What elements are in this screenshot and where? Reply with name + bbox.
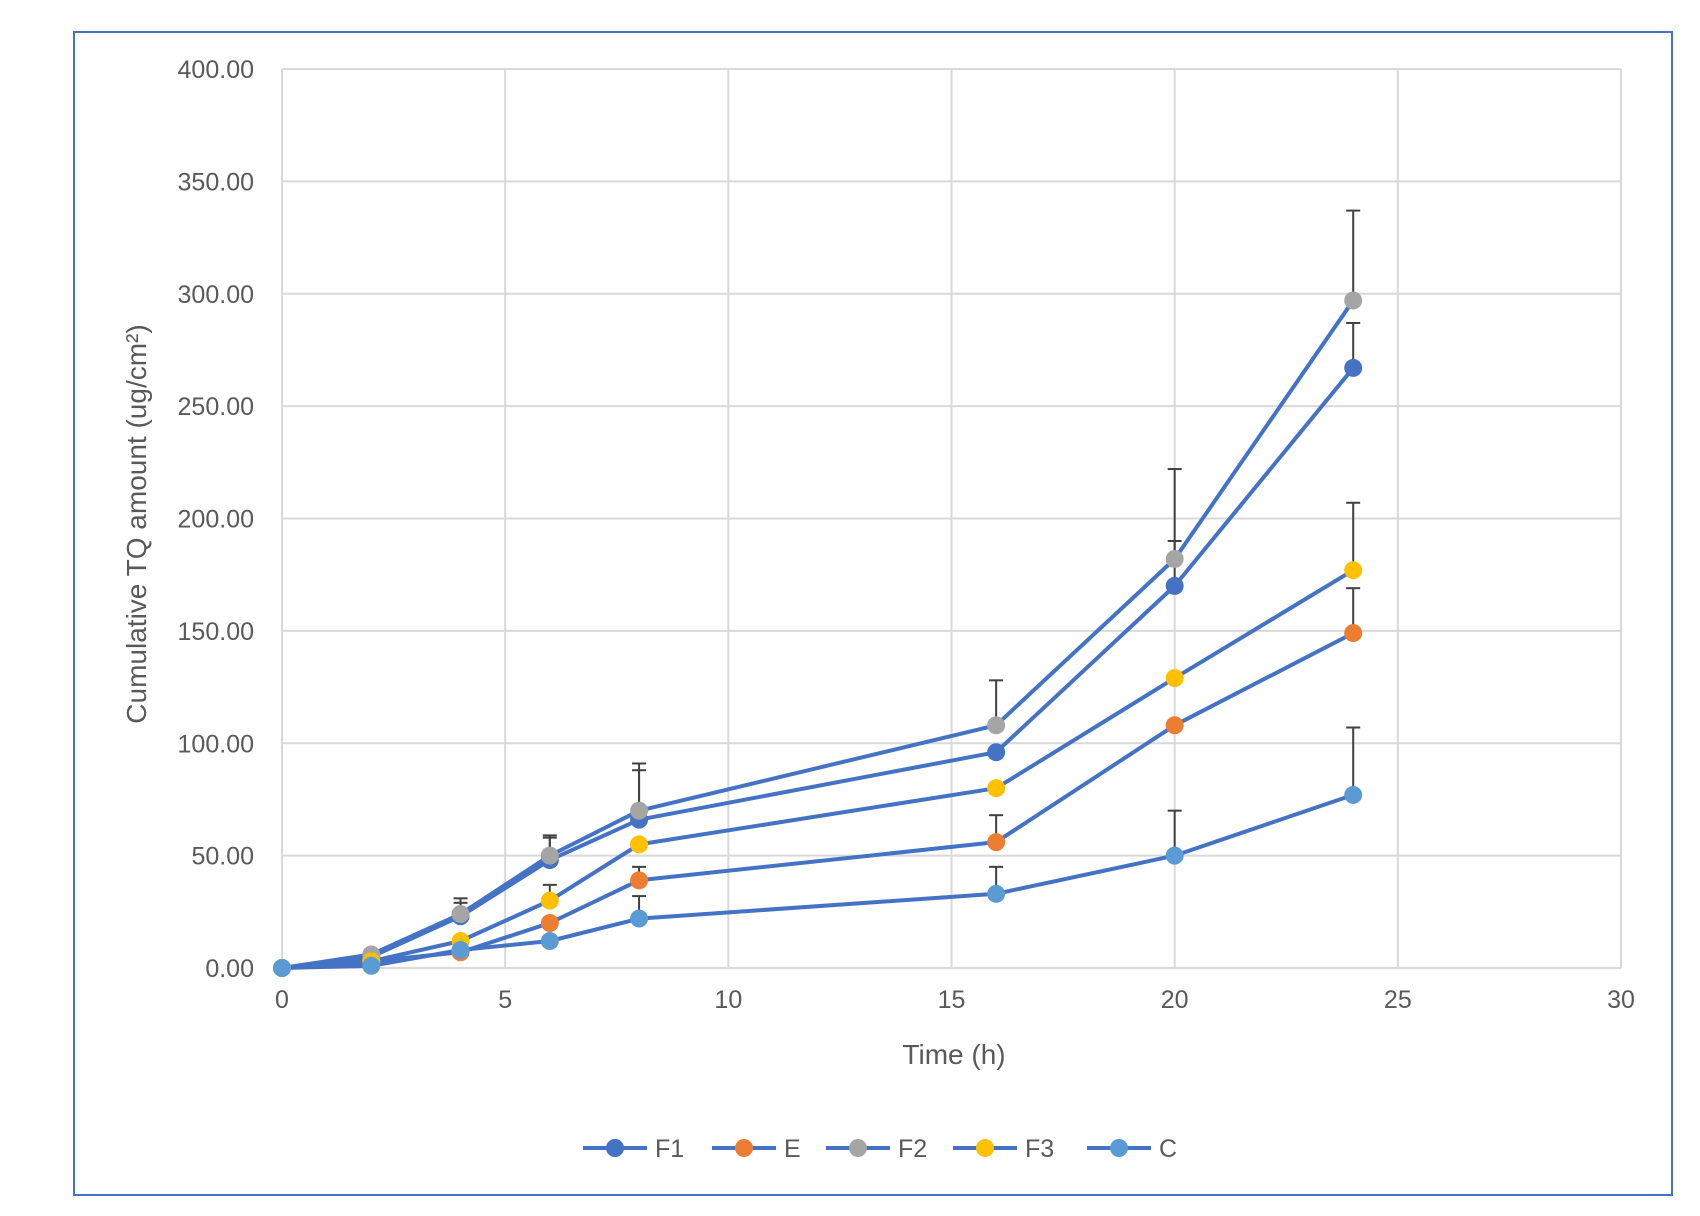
y-tick-label: 300.00 (178, 281, 254, 309)
legend-label-F2: F2 (898, 1135, 927, 1163)
data-point-C (630, 909, 649, 928)
data-point-C (540, 932, 559, 951)
data-point-E (630, 871, 649, 890)
legend-label-F3: F3 (1025, 1135, 1054, 1163)
legend-label-E: E (784, 1135, 801, 1163)
y-axis-title: Cumulative TQ amount (ug/cm²) (121, 324, 152, 723)
data-point-F2 (987, 716, 1006, 735)
data-point-C (451, 941, 470, 960)
data-point-F3 (1344, 561, 1363, 580)
y-tick-label: 250.00 (178, 393, 254, 421)
data-point-F1 (987, 743, 1006, 762)
y-tick-label: 150.00 (178, 618, 254, 646)
data-point-E (987, 833, 1006, 852)
legend-marker-C (1110, 1139, 1128, 1157)
data-point-F3 (1165, 669, 1184, 688)
x-axis-title: Time (h) (902, 1039, 1005, 1070)
series-lines (281, 299, 1355, 970)
y-tick-label: 100.00 (178, 730, 254, 758)
y-tick-label: 400.00 (178, 56, 254, 84)
series-line-C (281, 793, 1354, 970)
x-tick-label: 5 (498, 986, 512, 1014)
series-line-F1 (281, 366, 1355, 970)
legend-marker-F2 (849, 1139, 867, 1157)
data-point-C (1165, 846, 1184, 865)
data-point-F3 (540, 891, 559, 910)
legend: F1 E F2 F3 C (583, 1135, 1177, 1163)
series-line-F2 (281, 299, 1355, 970)
data-point-C (1344, 785, 1363, 804)
data-point-F2 (630, 801, 649, 820)
y-tick-label: 50.00 (191, 843, 254, 871)
data-point-C (987, 884, 1006, 903)
legend-marker-F1 (606, 1139, 624, 1157)
data-point-E (1344, 624, 1363, 643)
series-line-F3 (281, 568, 1355, 970)
y-tick-label: 350.00 (178, 168, 254, 196)
x-tick-label: 15 (938, 986, 966, 1014)
data-point-F3 (630, 835, 649, 854)
chart-frame (73, 31, 1673, 1196)
data-point-F2 (540, 846, 559, 865)
x-tick-label: 10 (714, 986, 742, 1014)
x-axis-ticks: 0 5 10 15 20 25 30 (275, 986, 1635, 1014)
x-tick-label: 25 (1384, 986, 1412, 1014)
series-points (273, 291, 1363, 977)
data-point-E (540, 914, 559, 933)
y-tick-label: 0.00 (205, 955, 254, 983)
data-point-F1 (1344, 358, 1363, 377)
data-point-F1 (1165, 576, 1184, 595)
data-point-C (273, 959, 291, 977)
y-tick-label: 200.00 (178, 506, 254, 534)
x-tick-label: 0 (275, 986, 289, 1014)
data-point-F2 (1344, 291, 1363, 310)
x-tick-label: 30 (1607, 986, 1635, 1014)
data-point-E (1165, 716, 1184, 735)
data-point-F3 (987, 779, 1006, 798)
legend-label-F1: F1 (655, 1135, 684, 1163)
y-axis-ticks: 0.00 50.00 100.00 150.00 200.00 250.00 300.00 3… (178, 56, 254, 983)
legend-marker-E (735, 1139, 753, 1157)
data-point-C (362, 956, 381, 975)
x-tick-label: 20 (1161, 986, 1189, 1014)
legend-label-C: C (1159, 1135, 1177, 1163)
legend-marker-F3 (976, 1139, 994, 1157)
data-point-F2 (1165, 549, 1184, 568)
data-point-F2 (451, 905, 470, 924)
